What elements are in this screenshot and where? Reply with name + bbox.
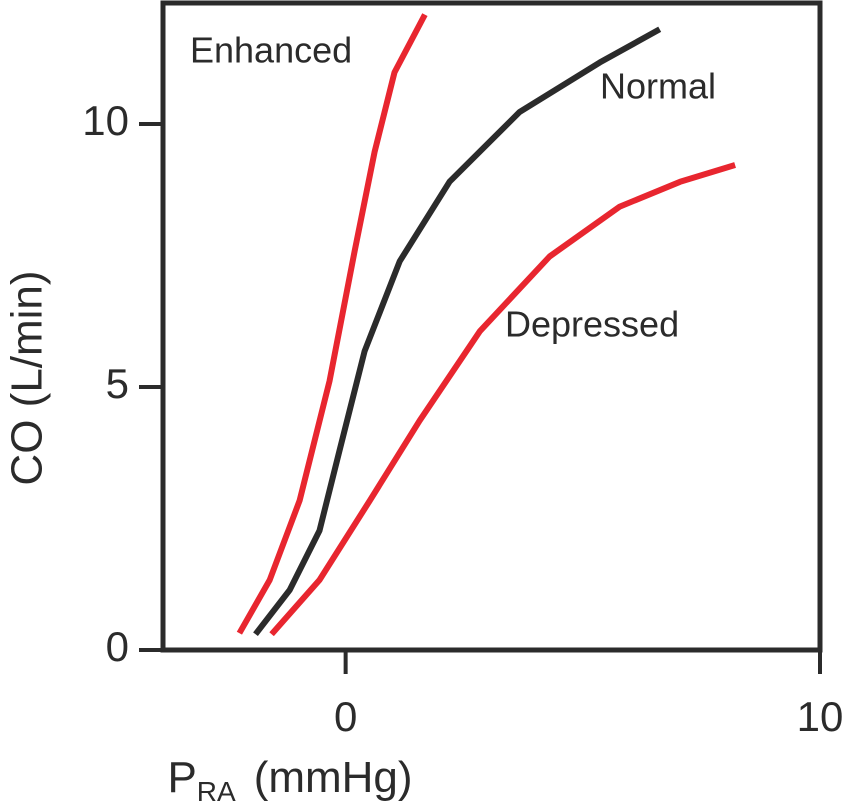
series-label: Normal xyxy=(600,66,716,107)
y-tick-label: 0 xyxy=(106,623,129,670)
line xyxy=(269,162,736,637)
x-tick-label: 0 xyxy=(334,693,357,740)
plot-frame xyxy=(160,0,823,653)
x-label-subscript: RA xyxy=(197,776,236,807)
y-axis-label: CO (L/min) xyxy=(3,270,52,485)
line xyxy=(236,13,428,635)
series-label: Enhanced xyxy=(190,30,352,71)
y-tick-label: 5 xyxy=(106,360,129,407)
x-axis-label: PRA (mmHg) xyxy=(167,753,412,808)
series-label: Depressed xyxy=(505,304,679,345)
x-label-unit: (mmHg) xyxy=(254,753,413,802)
line xyxy=(253,26,662,637)
x-tick-label: 10 xyxy=(797,693,844,740)
y-tick-label: 10 xyxy=(82,97,129,144)
x-label-main: P xyxy=(167,753,196,802)
